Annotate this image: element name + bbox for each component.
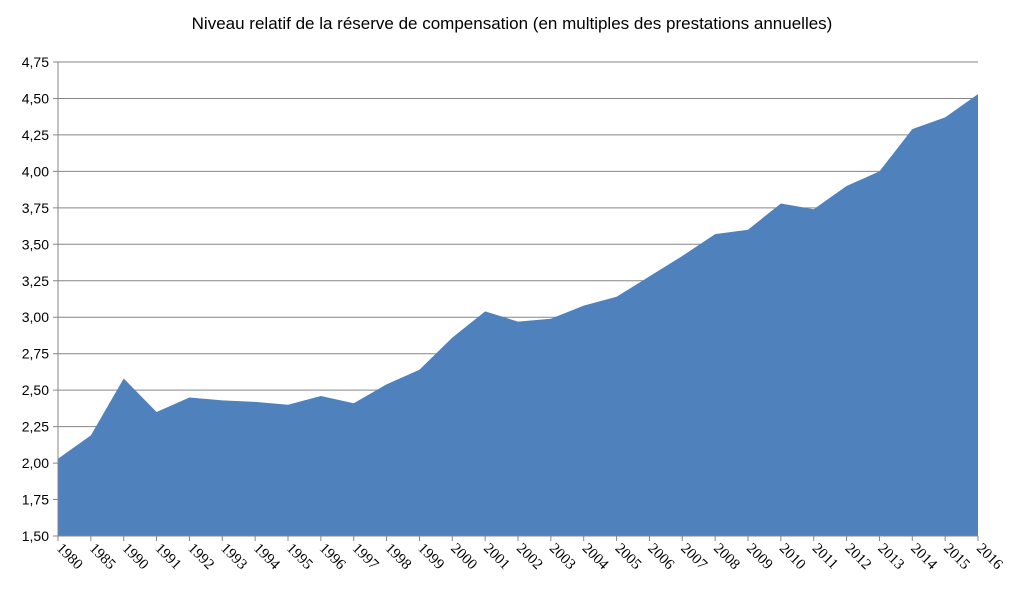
- x-tick-label: 2000: [447, 540, 480, 573]
- x-tick-label: 1995: [283, 540, 316, 573]
- x-tick-label: 2007: [677, 540, 710, 573]
- x-tick-label: 2003: [546, 540, 579, 573]
- x-tick-label: 2016: [973, 540, 1006, 573]
- chart-title: Niveau relatif de la réserve de compensa…: [191, 14, 833, 33]
- x-tick-label: 1996: [316, 540, 349, 573]
- x-tick-label: 1999: [414, 540, 447, 573]
- y-tick-label: 2,25: [22, 419, 49, 435]
- y-tick-label: 3,50: [22, 236, 49, 252]
- x-axis-ticks: 1980 1985 1990 1991 1992 1993 1994 1995 1996 1997…: [53, 536, 1006, 573]
- x-tick-label: 2001: [480, 540, 513, 573]
- y-tick-label: 3,75: [22, 200, 49, 216]
- y-tick-label: 4,50: [22, 90, 49, 106]
- x-tick-label: 1992: [184, 540, 217, 573]
- x-tick-label: 1990: [119, 540, 152, 573]
- area-series: [58, 94, 978, 536]
- x-tick-label: 2009: [743, 540, 776, 573]
- y-tick-label: 3,00: [22, 309, 49, 325]
- x-tick-label: 2010: [776, 540, 809, 573]
- x-tick-label: 1994: [250, 540, 283, 573]
- y-tick-label: 2,00: [22, 455, 49, 471]
- x-tick-label: 1980: [53, 540, 86, 573]
- y-tick-label: 3,25: [22, 273, 49, 289]
- x-tick-label: 2008: [710, 540, 743, 573]
- x-tick-label: 2015: [940, 540, 973, 573]
- x-tick-label: 2011: [809, 540, 841, 572]
- y-axis-ticks: 1,50 1,75 2,00 2,25 2,50 2,75 3,00 3,25 3,50 3,75…: [22, 54, 49, 544]
- x-tick-label: 2005: [612, 540, 645, 573]
- x-tick-label: 1998: [382, 540, 415, 573]
- y-tick-label: 1,75: [22, 492, 49, 508]
- y-tick-label: 4,00: [22, 163, 49, 179]
- x-tick-label: 2014: [907, 540, 940, 573]
- y-tick-label: 1,50: [22, 528, 49, 544]
- y-tick-label: 4,75: [22, 54, 49, 70]
- x-tick-label: 1993: [217, 540, 250, 573]
- y-tick-label: 2,75: [22, 346, 49, 362]
- y-tick-label: 2,50: [22, 382, 49, 398]
- x-tick-label: 2013: [874, 540, 907, 573]
- area-series-fill: [58, 94, 978, 536]
- x-tick-label: 2006: [644, 540, 677, 573]
- x-tick-label: 1985: [86, 540, 119, 573]
- y-tick-label: 4,25: [22, 127, 49, 143]
- x-tick-label: 1997: [349, 540, 382, 573]
- x-tick-label: 2002: [513, 540, 546, 573]
- x-tick-label: 2012: [842, 540, 875, 573]
- x-tick-label: 1991: [152, 540, 185, 573]
- x-tick-label: 2004: [579, 540, 612, 573]
